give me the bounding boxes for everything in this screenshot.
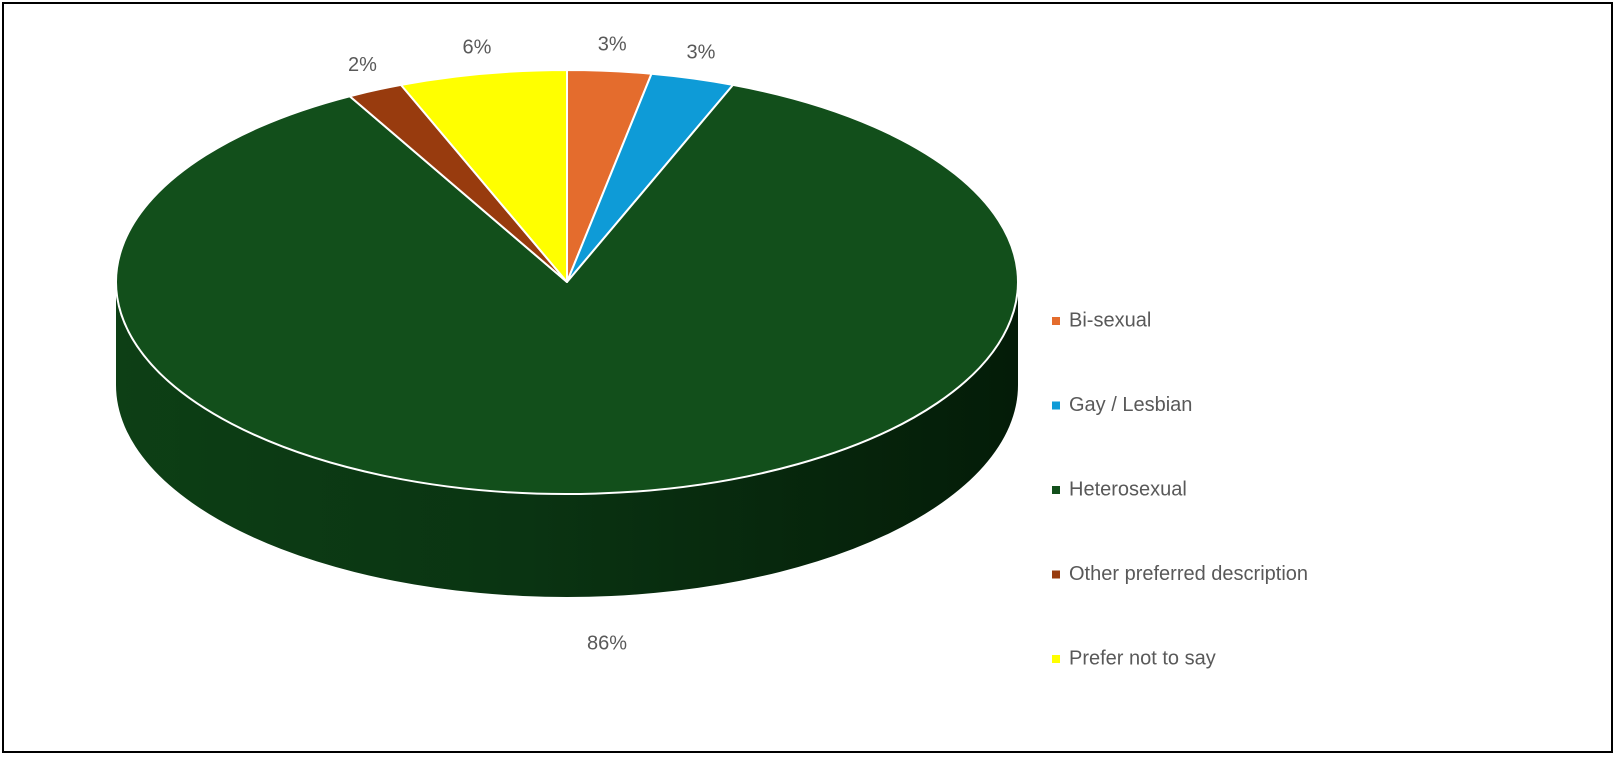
legend-swatch <box>1052 571 1060 579</box>
legend-item-other-preferred-description: Other preferred description <box>1052 563 1308 585</box>
legend-item-bi-sexual: Bi-sexual <box>1052 309 1151 331</box>
data-label-prefer-not-to-say: 6% <box>463 37 492 59</box>
data-label-bi-sexual: 3% <box>598 34 627 56</box>
legend-label: Heterosexual <box>1069 478 1187 500</box>
legend-label: Other preferred description <box>1069 563 1308 585</box>
legend-swatch <box>1052 317 1060 325</box>
pie-chart: 3% 3% 86% 2% 6% Bi-sexual Gay / Lesbian Hetero… <box>4 4 1615 755</box>
pie-top <box>116 70 1018 494</box>
data-label-other-preferred-description: 2% <box>348 54 377 76</box>
legend-label: Bi-sexual <box>1069 309 1151 331</box>
legend: Bi-sexual Gay / Lesbian Heterosexual Other … <box>1052 309 1308 669</box>
legend-swatch <box>1052 486 1060 494</box>
legend-label: Prefer not to say <box>1069 647 1216 669</box>
legend-swatch <box>1052 402 1060 410</box>
legend-item-gay-lesbian: Gay / Lesbian <box>1052 394 1192 416</box>
data-label-gay-lesbian: 3% <box>687 41 716 63</box>
data-label-heterosexual: 86% <box>587 632 627 654</box>
legend-item-heterosexual: Heterosexual <box>1052 478 1187 500</box>
legend-swatch <box>1052 655 1060 663</box>
legend-item-prefer-not-to-say: Prefer not to say <box>1052 647 1216 669</box>
legend-label: Gay / Lesbian <box>1069 394 1192 416</box>
